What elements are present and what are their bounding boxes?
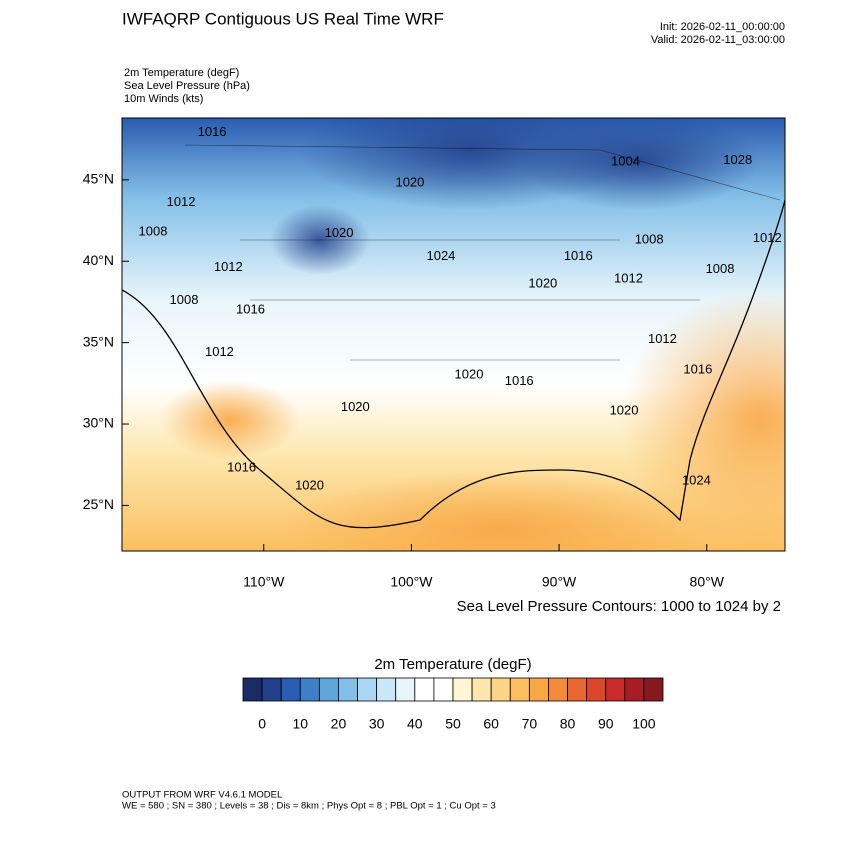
contour-label: 1016 <box>227 459 256 474</box>
colorbar-box <box>471 677 492 702</box>
contour-label: 1008 <box>635 232 664 247</box>
colorbar-box <box>548 677 568 702</box>
colorbar-box <box>318 677 339 702</box>
colorbar-tick-label: 20 <box>331 716 347 732</box>
colorbar-box <box>643 677 664 702</box>
contour-label: 1016 <box>683 362 712 377</box>
colorbar-box <box>528 677 549 702</box>
colorbar-box <box>299 677 320 702</box>
init-time: Init: 2026-02-11_00:00:00 <box>660 21 785 33</box>
colorbar-box <box>414 677 435 702</box>
colorbar-box <box>509 677 530 702</box>
contour-label: 1008 <box>170 292 199 307</box>
contour-label: 1012 <box>648 331 677 346</box>
colorbar-tick-label: 80 <box>560 716 576 732</box>
contour-label: 1012 <box>614 271 643 286</box>
colorbar-tick-label: 100 <box>632 716 656 732</box>
footer: OUTPUT FROM WRF V4.6.1 MODEL <box>122 790 282 801</box>
contour-label: 1024 <box>426 248 455 263</box>
x-tick-label: 90°W <box>542 574 577 590</box>
contour-label: 1008 <box>139 223 168 238</box>
valid-time: Valid: 2026-02-11_03:00:00 <box>651 34 785 46</box>
colorbar-box <box>452 677 473 702</box>
contour-label: 1012 <box>753 230 782 245</box>
contour-note: Sea Level Pressure Contours: 1000 to 102… <box>457 598 781 615</box>
colorbar-title: 2m Temperature (degF) <box>374 656 531 673</box>
contour-label: 1020 <box>610 402 639 417</box>
colorbar-box <box>586 677 607 702</box>
field-label: 2m Temperature (degF) <box>124 67 239 79</box>
colorbar-box <box>605 677 626 702</box>
contour-label: 1020 <box>295 477 324 492</box>
contour-label: 1004 <box>611 153 640 168</box>
contour-label: 1020 <box>395 175 424 190</box>
contour-label: 1020 <box>455 367 484 382</box>
field-label: Sea Level Pressure (hPa) <box>124 80 250 92</box>
contour-label: 1020 <box>325 225 354 240</box>
field-label: 10m Winds (kts) <box>124 93 203 105</box>
colorbar-box <box>280 677 301 702</box>
y-tick-label: 25°N <box>83 496 114 512</box>
y-tick-label: 45°N <box>83 171 114 187</box>
contour-label: 1012 <box>214 259 243 274</box>
y-tick-label: 35°N <box>83 333 114 349</box>
colorbar-box <box>261 677 282 702</box>
contour-label: 1020 <box>341 399 370 414</box>
colorbar-box <box>242 677 263 702</box>
y-tick-label: 30°N <box>83 415 114 431</box>
map-frame <box>121 117 786 552</box>
colorbar-tick-label: 10 <box>292 716 308 732</box>
contour-label: 1016 <box>198 124 227 139</box>
colorbar-box <box>567 677 588 702</box>
colorbar-box <box>433 677 454 702</box>
contour-label: 1012 <box>167 194 196 209</box>
colorbar-tick-label: 30 <box>369 716 385 732</box>
x-tick-label: 110°W <box>243 574 285 590</box>
contour-label: 1016 <box>564 248 593 263</box>
contour-label: 1020 <box>528 275 557 290</box>
x-tick-label: 100°W <box>390 574 433 590</box>
colorbar-tick-label: 60 <box>483 716 499 732</box>
colorbar-tick-label: 50 <box>445 716 461 732</box>
colorbar-box <box>338 677 358 702</box>
contour-label: 1016 <box>236 302 265 317</box>
contour-label: 1012 <box>205 344 234 359</box>
colorbar-tick-label: 0 <box>258 716 266 732</box>
colorbar-box <box>376 677 397 702</box>
temperature-field <box>122 118 785 551</box>
colorbar-box <box>395 677 416 702</box>
colorbar-box <box>490 677 511 702</box>
contour-label: 1028 <box>723 152 752 167</box>
colorbar-box <box>624 677 645 702</box>
colorbar-tick-label: 40 <box>407 716 423 732</box>
colorbar-tick-label: 70 <box>522 716 538 732</box>
footer: WE = 580 ; SN = 380 ; Levels = 38 ; Dis … <box>122 801 496 812</box>
title: IWFAQRP Contiguous US Real Time WRF <box>122 9 444 28</box>
y-tick-label: 40°N <box>83 252 114 268</box>
colorbar-tick-label: 90 <box>598 716 614 732</box>
x-tick-label: 80°W <box>690 574 725 590</box>
contour-label: 1008 <box>706 261 735 276</box>
colorbar-box <box>357 677 378 702</box>
contour-label: 1016 <box>505 373 534 388</box>
contour-label: 1024 <box>682 472 711 487</box>
